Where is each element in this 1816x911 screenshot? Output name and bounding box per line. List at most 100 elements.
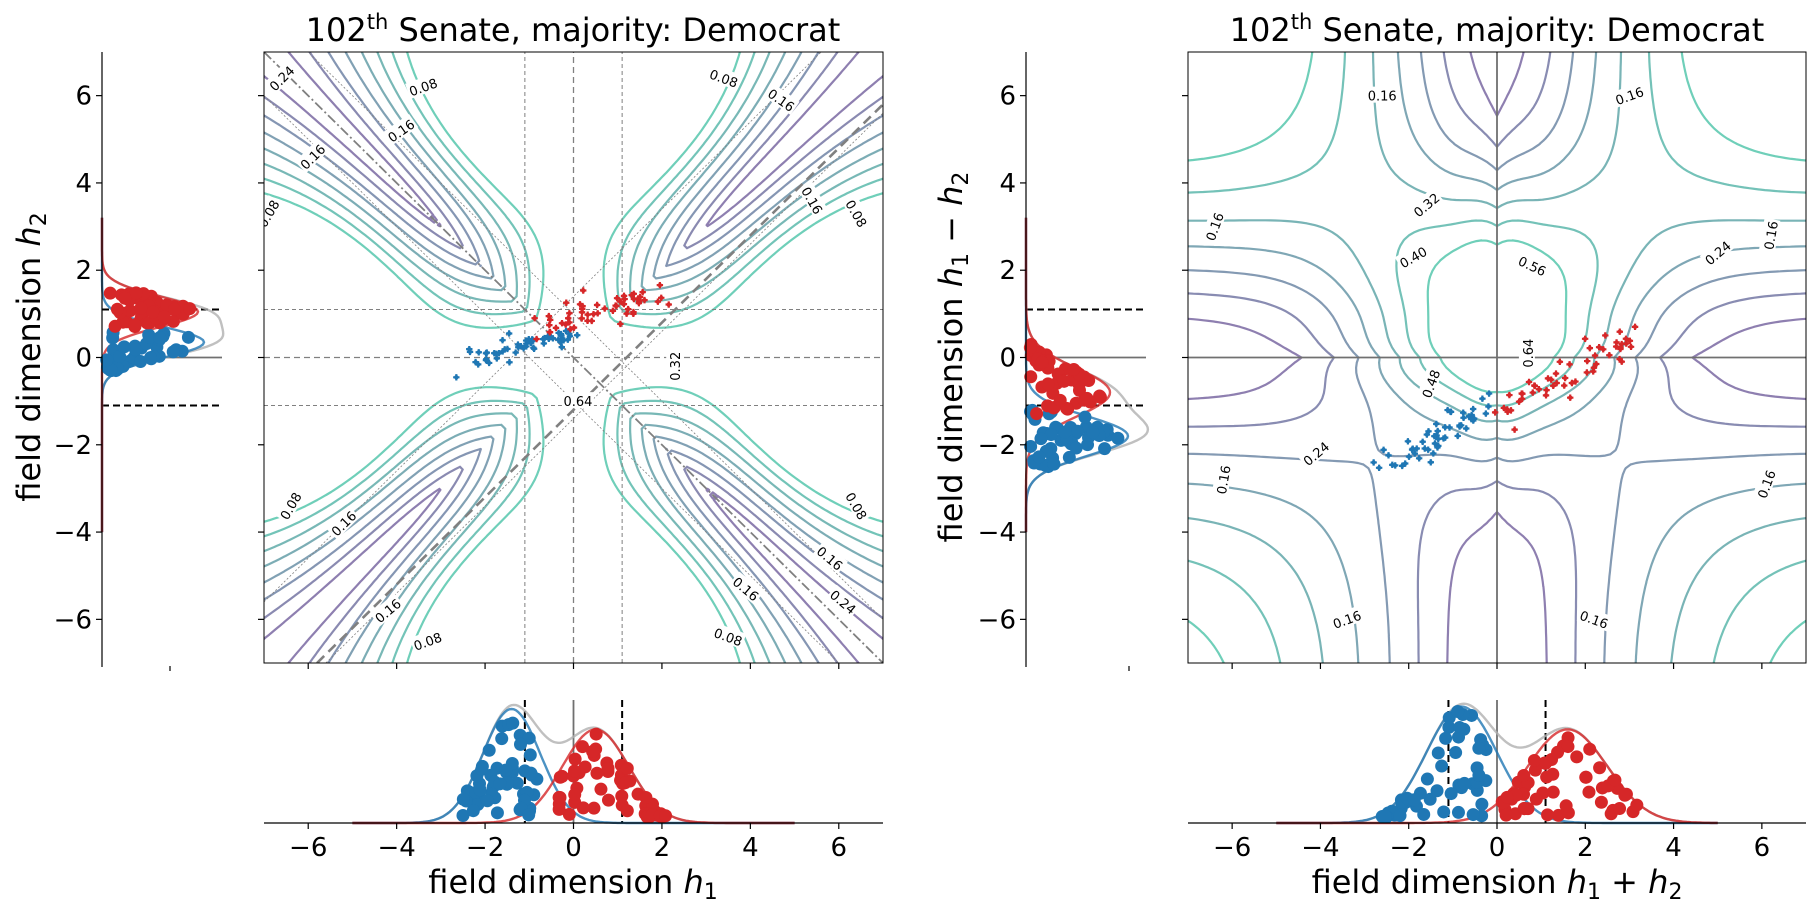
- democrat-marginal-point: [524, 766, 538, 780]
- democrat-marginal-point: [1437, 805, 1451, 819]
- republican-point-dot: [547, 322, 552, 328]
- democrat-marginal-point: [1378, 809, 1392, 823]
- democrat-point-dot: [559, 344, 564, 350]
- y-tick-label: 2: [999, 256, 1016, 286]
- republican-point-dot: [580, 306, 585, 312]
- democrat-point-dot: [502, 347, 507, 352]
- democrat-point-dot: [484, 350, 489, 355]
- democrat-marginal-point: [1444, 787, 1458, 801]
- right-x-ticks: −6 −4 −2 0 2 4 6: [1213, 663, 1770, 863]
- democrat-point-dot: [1386, 453, 1391, 458]
- right-y-label: field dimension h1 − h2: [932, 172, 974, 543]
- republican-marginal-point: [568, 764, 582, 778]
- republican-marginal-point: [1517, 768, 1531, 782]
- x-tick-label: 6: [1754, 833, 1771, 863]
- republican-marginal-point: [1570, 750, 1584, 764]
- democrat-point-dot: [523, 338, 529, 343]
- democrat-marginal-point: [510, 776, 524, 790]
- x-tick-label: 4: [1665, 833, 1682, 863]
- democrat-marginal-point: [1062, 450, 1076, 464]
- contour-level-0.24: [264, 52, 883, 663]
- contour-label-bg: [409, 627, 446, 654]
- democrat-marginal-point: [1449, 746, 1463, 760]
- republican-point-dot: [657, 282, 663, 288]
- contour-label: 0.16: [1215, 464, 1235, 495]
- republican-marginal-point: [601, 793, 615, 807]
- contour-label: 0.16: [1368, 90, 1397, 105]
- republican-point-dot: [1567, 362, 1572, 367]
- democrat-point-dot: [476, 350, 481, 355]
- democrat-point-dot: [531, 345, 536, 350]
- republican-point-dot: [579, 316, 584, 321]
- democrat-marginal-point: [522, 808, 536, 822]
- democrat-point-dot: [1464, 426, 1469, 431]
- republican-point-dot: [567, 320, 572, 325]
- republican-marginal-point: [157, 310, 171, 324]
- democrat-point-dot: [467, 349, 473, 355]
- republican-marginal-point: [1541, 808, 1555, 822]
- democrat-marginal-point: [1081, 438, 1095, 452]
- democrat-point-dot: [506, 331, 512, 336]
- contour-label-bg: [1366, 86, 1399, 103]
- republican-marginal-point: [587, 801, 601, 815]
- republican-point-dot: [547, 317, 553, 323]
- republican-marginal-point: [1579, 770, 1593, 784]
- republican-marginal-point: [1608, 773, 1622, 787]
- x-tick-label: 6: [831, 833, 848, 863]
- contour-level-0.16: [1188, 52, 1806, 663]
- republican-point-dot: [1584, 370, 1590, 375]
- republican-marginal-point: [1618, 788, 1632, 802]
- contour-label: 0.32: [669, 352, 684, 381]
- contour-label-bg: [706, 64, 742, 91]
- democrat-marginal-point: [1417, 807, 1431, 821]
- y-tick-label: 6: [999, 82, 1016, 112]
- democrat-marginal-point: [117, 340, 131, 354]
- democrat-point-dot: [548, 334, 554, 340]
- democrat-point-dot: [1414, 446, 1419, 451]
- contour-label-bg: [405, 72, 441, 99]
- contour-label-bg: [1328, 605, 1365, 632]
- democrat-point-dot: [507, 360, 512, 365]
- y-tick-label: −2: [978, 431, 1016, 461]
- republican-point-dot: [1582, 336, 1588, 342]
- democrat-point-dot: [1381, 447, 1386, 453]
- republican-point-dot: [581, 288, 586, 293]
- x-tick-label: 4: [742, 833, 759, 863]
- republican-point-dot: [622, 296, 627, 302]
- democrat-point-dot: [494, 356, 499, 361]
- contour-label: 0.16: [1331, 609, 1363, 633]
- right-y-ticks: 6 4 2 0 −2 −4 −6: [978, 82, 1188, 635]
- contour-level-0.56: [1188, 52, 1806, 663]
- left-x-label: field dimension h1: [428, 863, 717, 905]
- left-panel: 0.08 0.080.160.160.240.160.08 0.16 0.080.32…: [10, 10, 884, 905]
- democrat-marginal-point: [1071, 424, 1085, 438]
- democrat-marginal-point: [1069, 441, 1083, 455]
- republican-point-dot: [1587, 345, 1593, 351]
- contour-label: 0.16: [1756, 468, 1780, 500]
- republican-marginal-point: [562, 807, 576, 821]
- right-guide-lines: [1188, 52, 1806, 663]
- republican-marginal-point: [110, 302, 124, 316]
- republican-point-dot: [1585, 358, 1590, 364]
- democrat-point-dot: [1432, 433, 1437, 439]
- democrat-marginal-point: [1451, 805, 1465, 819]
- democrat-marginal-point: [1453, 721, 1467, 735]
- republican-point-dot: [532, 315, 537, 321]
- left-scatter-points: [453, 281, 672, 381]
- democrat-marginal-point: [1431, 746, 1445, 760]
- republican-point-dot: [1594, 361, 1599, 367]
- republican-marginal-point: [1024, 370, 1038, 384]
- democrat-marginal-point: [1086, 425, 1100, 439]
- republican-marginal-point: [134, 301, 148, 315]
- republican-marginal-point: [1551, 745, 1565, 759]
- democrat-marginal-point: [523, 748, 537, 762]
- republican-point-dot: [621, 301, 627, 307]
- right-x-label: field dimension h1 + h2: [1312, 863, 1683, 905]
- democrat-point-dot: [1461, 410, 1466, 415]
- republican-marginal-point: [1500, 790, 1514, 804]
- republican-marginal-point: [1538, 756, 1552, 770]
- democrat-marginal-point: [493, 777, 507, 791]
- democrat-point-dot: [563, 328, 569, 334]
- democrat-marginal-point: [1423, 792, 1437, 806]
- right-contour-layer: [1188, 52, 1806, 663]
